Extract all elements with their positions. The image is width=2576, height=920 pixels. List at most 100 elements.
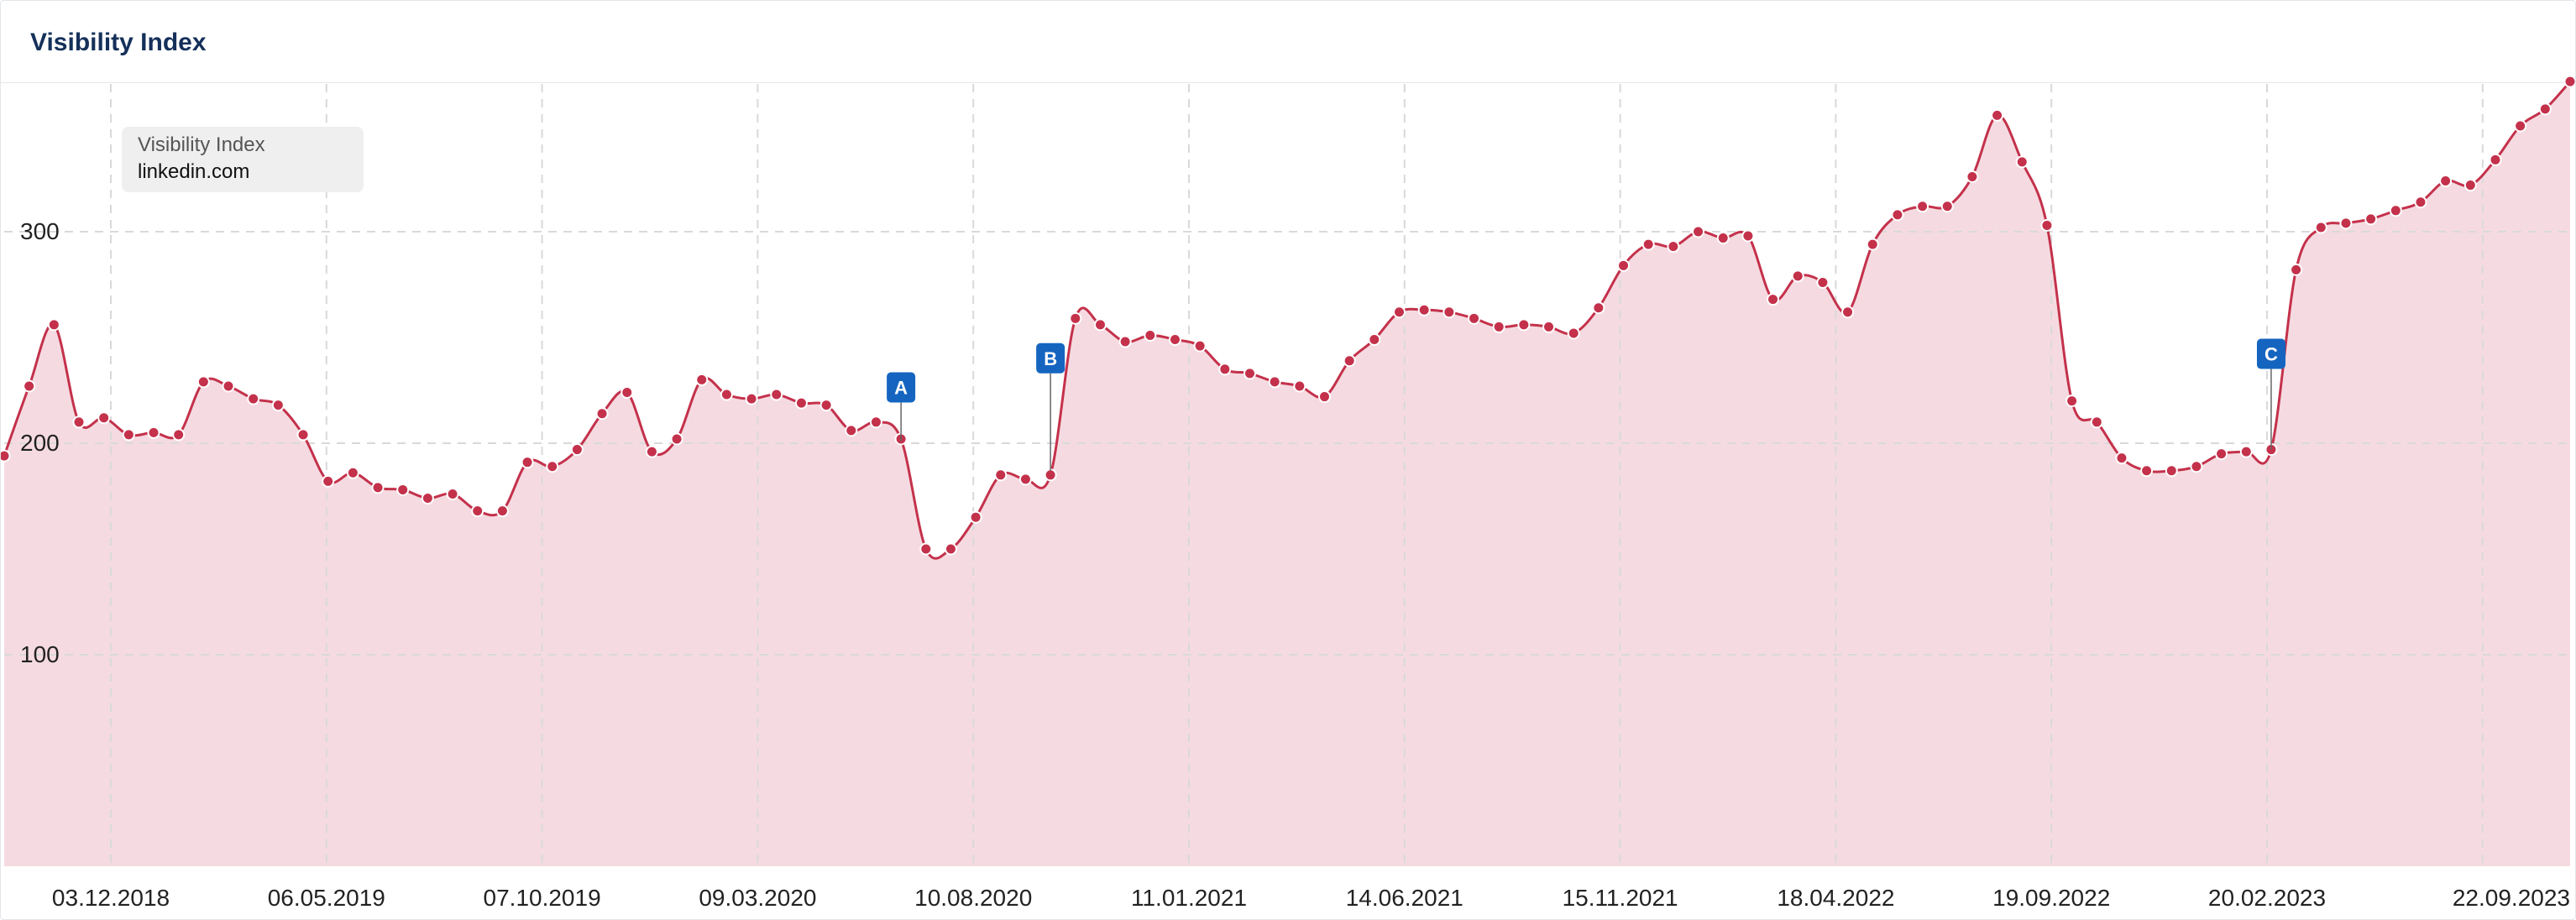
x-tick-label: 03.12.2018 (52, 885, 170, 911)
data-point (371, 481, 385, 494)
data-point (1044, 468, 1057, 482)
data-point (845, 424, 858, 437)
x-tick-label: 10.08.2020 (914, 885, 1032, 911)
data-point (1866, 238, 1879, 251)
data-point (1417, 303, 1431, 316)
x-tick-label: 18.04.2022 (1777, 885, 1894, 911)
data-point (1318, 390, 1332, 404)
data-point (2463, 179, 2477, 192)
data-point (2538, 102, 2552, 116)
data-point (1243, 367, 1256, 380)
data-point (670, 432, 683, 446)
data-point (595, 407, 609, 421)
data-point (2514, 119, 2527, 133)
data-point (2414, 196, 2427, 209)
data-point (2215, 447, 2228, 461)
data-point (2314, 221, 2327, 234)
data-point (570, 443, 584, 457)
marker-flag (2256, 338, 2285, 369)
data-point (546, 460, 559, 473)
data-point (47, 318, 60, 332)
data-point (1442, 306, 1456, 319)
data-point (2090, 416, 2103, 429)
data-point (2115, 452, 2128, 465)
data-point (2165, 464, 2178, 478)
x-tick-label: 07.10.2019 (484, 885, 601, 911)
marker-label: B (1044, 348, 1057, 369)
data-point (1168, 333, 1181, 347)
data-point (695, 373, 709, 386)
data-point (2439, 175, 2453, 188)
data-point (2015, 155, 2029, 169)
data-point (794, 396, 808, 410)
data-point (2040, 218, 2054, 232)
data-point (1093, 318, 1107, 332)
data-point (1144, 328, 1157, 342)
data-point (1592, 301, 1605, 315)
legend-tooltip: Visibility Index linkedin.com (122, 127, 364, 192)
data-point (1991, 108, 2004, 122)
series-area (4, 81, 2570, 867)
data-point (172, 428, 186, 442)
x-tick-label: 11.01.2021 (1131, 885, 1247, 911)
y-tick-label: 200 (20, 430, 60, 456)
data-point (869, 416, 882, 429)
data-point (1517, 318, 1531, 332)
data-point (296, 428, 310, 442)
data-point (1716, 232, 1730, 245)
data-point (2140, 464, 2154, 478)
data-point (2066, 395, 2079, 408)
data-point (2489, 153, 2502, 166)
data-point (396, 483, 410, 496)
data-point (620, 386, 634, 400)
marker-flag (1036, 342, 1065, 374)
data-point (72, 416, 86, 429)
data-point (322, 474, 335, 488)
data-point (2339, 217, 2353, 230)
data-point (222, 379, 235, 393)
data-point (196, 375, 210, 389)
data-point (1268, 375, 1281, 389)
data-point (1193, 339, 1207, 353)
data-point (446, 487, 459, 500)
data-point (770, 388, 783, 401)
data-point (2563, 75, 2575, 88)
data-point (271, 399, 285, 412)
y-tick-label: 100 (20, 641, 60, 667)
x-tick-label: 22.09.2023 (2453, 885, 2570, 911)
data-point (1916, 200, 1929, 213)
data-point (745, 392, 758, 405)
marker-label: C (2264, 344, 2278, 365)
data-point (495, 504, 509, 518)
x-tick-label: 09.03.2020 (699, 885, 816, 911)
data-point (1641, 238, 1655, 251)
data-point (1767, 293, 1780, 306)
data-point (1940, 200, 1954, 213)
legend-label: Visibility Index (138, 133, 265, 156)
data-point (1891, 208, 1904, 222)
data-point (994, 468, 1008, 482)
data-point (1692, 225, 1705, 238)
data-point (944, 542, 957, 556)
data-point (1343, 354, 1356, 368)
panel-header: Visibility Index (1, 1, 2575, 83)
x-tick-label: 19.09.2022 (1992, 885, 2110, 911)
data-point (2364, 212, 2378, 226)
data-point (1492, 320, 1505, 333)
x-tick-label: 14.06.2021 (1346, 885, 1463, 911)
data-point (471, 504, 484, 518)
data-point (969, 510, 982, 524)
data-point (2389, 204, 2402, 217)
data-point (2290, 263, 2303, 276)
x-tick-label: 15.11.2021 (1563, 885, 1678, 911)
marker-flag (887, 372, 916, 403)
data-point (1018, 473, 1032, 486)
marker-label: A (894, 377, 908, 398)
data-point (919, 542, 933, 556)
data-point (1368, 333, 1381, 347)
data-point (720, 388, 733, 401)
data-point (1118, 335, 1132, 348)
data-point (97, 411, 111, 425)
